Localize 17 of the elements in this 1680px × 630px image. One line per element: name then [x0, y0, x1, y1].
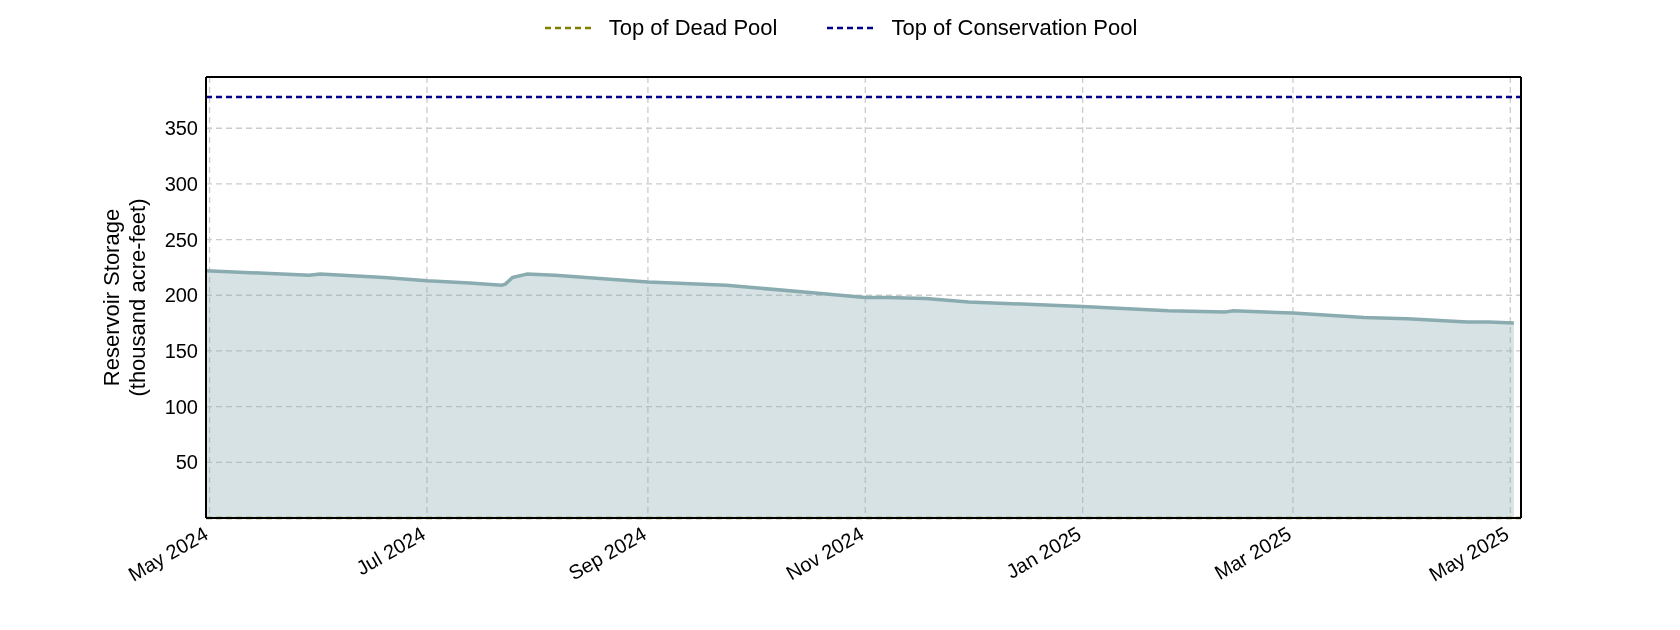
x-tick-label: Sep 2024 [564, 522, 650, 585]
legend-label: Top of Conservation Pool [891, 15, 1138, 41]
x-tick-label: May 2025 [1425, 522, 1513, 586]
x-tick-label: May 2024 [124, 522, 212, 586]
y-tick-label: 150 [164, 340, 198, 363]
y-tick-label: 300 [164, 173, 198, 196]
y-tick-label: 250 [164, 228, 198, 251]
x-tick-label: Jan 2025 [1002, 522, 1085, 583]
y-tick-label: 200 [164, 284, 198, 307]
x-tick-label: Jul 2024 [352, 522, 429, 580]
legend-label: Top of Dead Pool [608, 15, 778, 41]
x-tick-label: Nov 2024 [782, 522, 868, 585]
y-axis-title: Reservoir Storage (thousand acre-feet) [99, 198, 150, 397]
y-tick-label: 50 [175, 451, 198, 474]
y-tick-label: 350 [164, 117, 198, 140]
x-tick-label: Mar 2025 [1210, 522, 1295, 584]
y-tick-label: 100 [164, 395, 198, 418]
